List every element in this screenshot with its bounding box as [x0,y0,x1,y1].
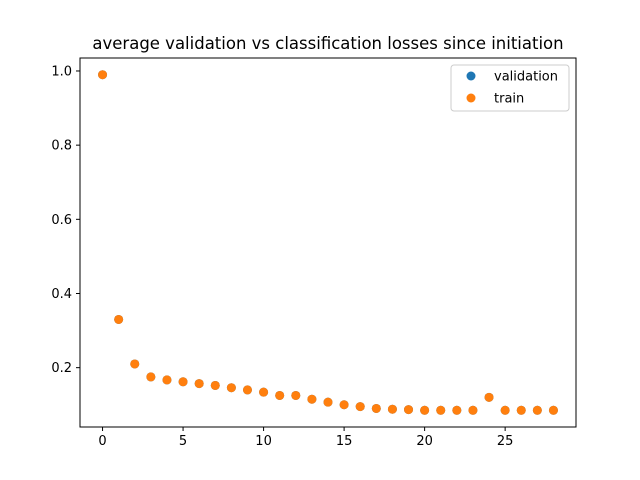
legend-label-train: train [494,92,524,107]
train-point [516,405,526,415]
train-point [226,383,236,393]
train-point [548,405,558,415]
series-train [98,70,558,415]
chart-title: average validation vs classification los… [92,34,563,53]
train-point [355,402,365,412]
train-point [194,379,204,389]
train-point [259,387,269,397]
train-point [114,314,124,324]
legend-marker-train [466,93,476,103]
x-tick-label: 0 [98,434,106,449]
train-point [387,404,397,414]
train-point [452,405,462,415]
train-point [420,405,430,415]
train-point [146,372,156,382]
x-tick-label: 25 [497,434,514,449]
legend: validation train [450,64,570,112]
axes-frame [79,57,577,428]
y-tick-label: 0.4 [51,287,72,302]
train-point [98,70,108,80]
train-point [500,405,510,415]
train-point [371,403,381,413]
x-tick-label: 15 [336,434,353,449]
y-tick-label: 1.0 [51,64,72,79]
x-tick-label: 20 [416,434,433,449]
train-point [242,385,252,395]
plot-area: 0 5 10 15 20 25 0.2 0.4 0.6 0.8 1.0 [51,57,577,449]
train-point [162,375,172,385]
train-point [484,392,494,402]
train-point [339,400,349,410]
train-point [210,380,220,390]
train-point [130,359,140,369]
x-tick-label: 10 [255,434,272,449]
train-point [404,405,414,415]
train-point [307,394,317,404]
y-tick-label: 0.2 [51,361,72,376]
train-point [436,405,446,415]
train-point [275,390,285,400]
train-point [291,390,301,400]
y-tick-label: 0.8 [51,139,72,154]
legend-label-validation: validation [494,70,558,85]
train-point [468,405,478,415]
y-tick-label: 0.6 [51,213,72,228]
legend-box [450,64,570,112]
train-point [323,397,333,407]
x-tick-label: 5 [179,434,187,449]
train-point [178,377,188,387]
train-point [532,405,542,415]
legend-marker-validation [466,71,476,81]
